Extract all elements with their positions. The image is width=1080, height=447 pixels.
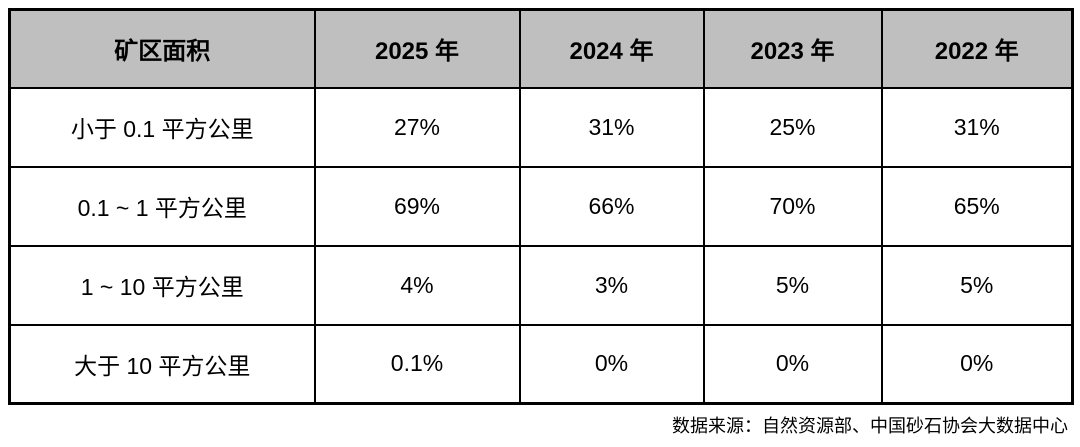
column-header-2024: 2024 年 — [518, 8, 705, 89]
data-source-note: 数据来源：自然资源部、中国砂石协会大数据中心 — [672, 416, 1068, 436]
table-cell: 31% — [880, 86, 1074, 168]
mine-area-table: 矿区面积 2025 年 2024 年 2023 年 2022 年 小于 0.1 … — [8, 8, 1074, 405]
row-label: 大于 10 平方公里 — [8, 323, 316, 405]
table-cell: 25% — [702, 86, 883, 168]
table-cell: 0% — [518, 323, 705, 405]
row-label: 1 ~ 10 平方公里 — [8, 244, 316, 326]
table-cell: 0% — [880, 323, 1074, 405]
table-cell: 4% — [313, 244, 521, 326]
table-cell: 0.1% — [313, 323, 521, 405]
column-header-area: 矿区面积 — [8, 8, 316, 89]
table-cell: 27% — [313, 86, 521, 168]
column-header-2022: 2022 年 — [880, 8, 1074, 89]
table-cell: 5% — [880, 244, 1074, 326]
table-cell: 3% — [518, 244, 705, 326]
table-cell: 5% — [702, 244, 883, 326]
table-row: 大于 10 平方公里 0.1% 0% 0% 0% — [8, 323, 1074, 405]
row-label: 小于 0.1 平方公里 — [8, 86, 316, 168]
table-cell: 0% — [702, 323, 883, 405]
table-cell: 70% — [702, 165, 883, 247]
column-header-2023: 2023 年 — [702, 8, 883, 89]
table-row: 0.1 ~ 1 平方公里 69% 66% 70% 65% — [8, 165, 1074, 247]
table-cell: 66% — [518, 165, 705, 247]
table-cell: 31% — [518, 86, 705, 168]
column-header-2025: 2025 年 — [313, 8, 521, 89]
header-row: 矿区面积 2025 年 2024 年 2023 年 2022 年 — [8, 8, 1074, 89]
row-label: 0.1 ~ 1 平方公里 — [8, 165, 316, 247]
table-cell: 69% — [313, 165, 521, 247]
table-row: 1 ~ 10 平方公里 4% 3% 5% 5% — [8, 244, 1074, 326]
table-cell: 65% — [880, 165, 1074, 247]
table-row: 小于 0.1 平方公里 27% 31% 25% 31% — [8, 86, 1074, 168]
